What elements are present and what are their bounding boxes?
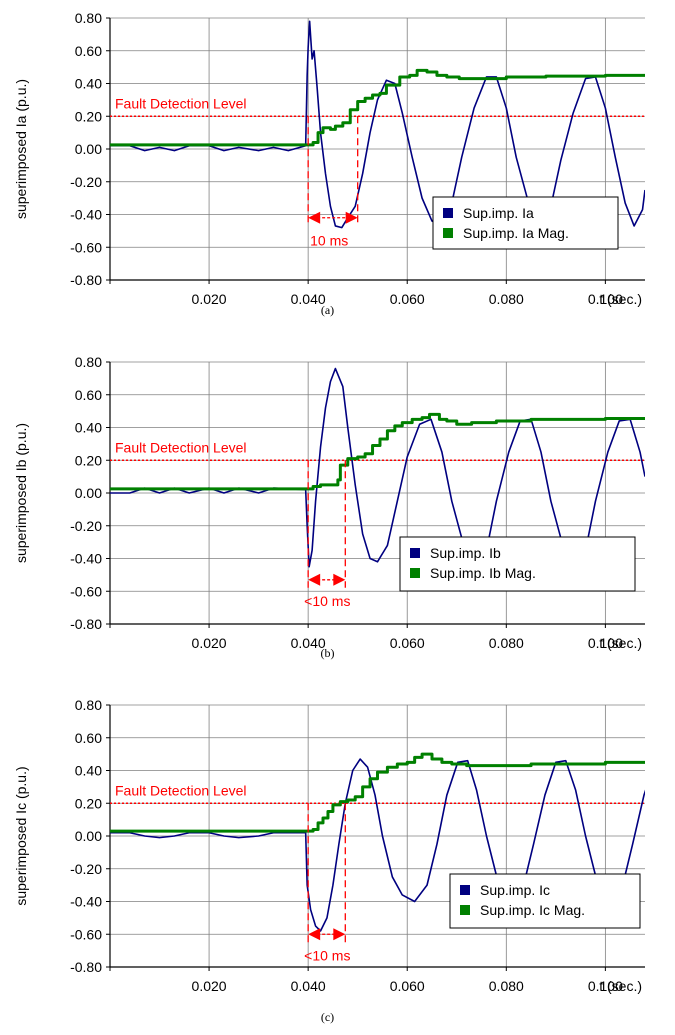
y-tick-label: -0.80 [70,616,102,632]
x-tick-label: 0.020 [192,291,227,307]
y-tick-label: -0.20 [70,174,102,190]
legend-entry: Sup.imp. Ia Mag. [463,225,569,241]
y-tick-label: -0.60 [70,926,102,942]
x-tick-label: 0.100 [588,978,623,994]
legend-swatch [443,208,453,218]
y-tick-label: 0.40 [75,420,102,436]
x-tick-label: 0.060 [390,635,425,651]
annotation-arrow-head-left [308,211,321,224]
legend-box [399,536,636,592]
y-tick-label: 0.20 [75,452,102,468]
x-tick-label: 0.080 [489,978,524,994]
y-tick-label: -0.80 [70,959,102,975]
y-tick-label: 0.40 [75,76,102,92]
y-axis-label: superimposed Ib (p.u.) [13,423,29,563]
y-tick-label: 0.80 [75,354,102,370]
annotation-label: 10 ms [310,233,348,249]
x-tick-label: 0.020 [192,978,227,994]
panel-caption: (c) [321,1010,334,1024]
legend-swatch [443,228,453,238]
legend-box [432,196,619,250]
y-tick-label: -0.40 [70,894,102,910]
chart-panel-3: 0.80 0.60 0.40 0.20 0.00 -0.20 -0.40 -0.60 -0.80… [13,697,645,1024]
legend: Sup.imp. Ia Sup.imp. Ia Mag. [432,196,619,250]
y-tick-label: 0.20 [75,795,102,811]
annotation-arrow-head-right [333,928,346,941]
legend: Sup.imp. Ic Sup.imp. Ic Mag. [449,873,641,929]
threshold-label: Fault Detection Level [115,95,247,111]
x-tick-label: 0.020 [192,635,227,651]
legend-entry: Sup.imp. Ic [480,882,550,898]
y-tick-label: 0.20 [75,108,102,124]
y-tick-label: 0.80 [75,697,102,713]
series-line-magnitude [110,68,645,147]
y-tick-label: -0.60 [70,239,102,255]
x-axis-label: t (sec.) [599,291,642,307]
y-tick-label: 0.60 [75,730,102,746]
y-tick-label: -0.20 [70,518,102,534]
chart-panel-2: 0.80 0.60 0.40 0.20 0.00 -0.20 -0.40 -0.60 -0.80… [13,354,645,660]
annotation-arrow-head-left [308,928,321,941]
y-tick-label: -0.40 [70,207,102,223]
annotation-arrow-head-left [308,573,321,586]
y-tick-label: 0.40 [75,763,102,779]
y-tick-label: 0.60 [75,43,102,59]
legend-box [449,873,641,929]
threshold-label: Fault Detection Level [115,782,247,798]
legend-swatch [410,548,420,558]
x-tick-label: 0.080 [489,635,524,651]
y-axis-label: superimposed Ia (p.u.) [13,79,29,219]
legend-swatch [410,568,420,578]
annotation-arrow-head-right [345,211,358,224]
x-axis-label: t (sec.) [599,635,642,651]
x-tick-label: 0.060 [390,291,425,307]
y-tick-label: -0.80 [70,272,102,288]
annotation-label: <10 ms [304,948,350,964]
y-tick-label: -0.40 [70,551,102,567]
legend-swatch [460,905,470,915]
series-line-magnitude [110,412,645,491]
chart-panel-1: 0.80 0.60 0.40 0.20 0.00 -0.20 -0.40 -0.60 -0.80… [13,10,645,317]
legend-entry: Sup.imp. Ib Mag. [430,565,536,581]
y-tick-label: 0.00 [75,828,102,844]
annotation-label: <10 ms [304,593,350,609]
legend-entry: Sup.imp. Ib [430,545,501,561]
y-tick-label: 0.00 [75,141,102,157]
series-line-current [110,20,645,229]
panel-caption: (a) [321,303,334,317]
annotation-arrow-head-right [333,573,346,586]
series-line-magnitude [110,752,645,833]
y-tick-label: -0.20 [70,861,102,877]
legend-swatch [460,885,470,895]
series-group [110,20,645,229]
x-tick-label: 0.100 [588,291,623,307]
y-tick-label: 0.00 [75,485,102,501]
x-tick-label: 0.080 [489,291,524,307]
legend: Sup.imp. Ib Sup.imp. Ib Mag. [399,536,636,592]
x-tick-label: 0.060 [390,978,425,994]
x-tick-label: 0.100 [588,635,623,651]
y-tick-label: 0.60 [75,387,102,403]
legend-entry: Sup.imp. Ia [463,205,534,221]
threshold-label: Fault Detection Level [115,439,247,455]
legend-entry: Sup.imp. Ic Mag. [480,902,585,918]
series-group [110,367,645,571]
y-axis-label: superimposed Ic (p.u.) [13,766,29,905]
x-axis-label: t (sec.) [599,978,642,994]
x-tick-label: 0.040 [291,291,326,307]
x-tick-label: 0.040 [291,635,326,651]
panel-caption: (b) [321,646,335,660]
x-tick-label: 0.040 [291,978,326,994]
y-tick-label: 0.80 [75,10,102,26]
y-tick-label: -0.60 [70,583,102,599]
